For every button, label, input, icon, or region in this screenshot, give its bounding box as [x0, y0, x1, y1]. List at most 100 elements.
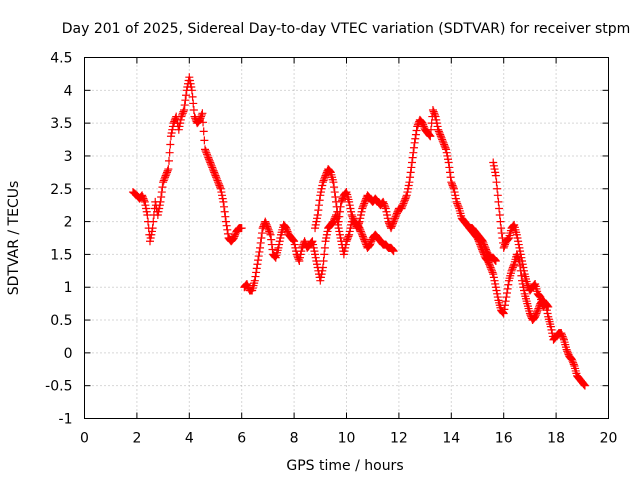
- data-point: [533, 307, 542, 316]
- data-point: [491, 171, 500, 180]
- data-point: [318, 266, 327, 275]
- data-point: [516, 261, 525, 270]
- data-point: [313, 211, 322, 220]
- data-point: [204, 153, 213, 162]
- data-point: [366, 240, 375, 249]
- y-tick-label: 2.5: [50, 182, 72, 198]
- data-point: [557, 330, 566, 339]
- data-point: [364, 242, 373, 251]
- data-point: [216, 183, 225, 192]
- data-point: [533, 306, 542, 315]
- x-tick-label: 12: [390, 431, 408, 447]
- data-point: [223, 225, 232, 234]
- data-point: [261, 219, 270, 228]
- data-point: [311, 250, 320, 259]
- data-point: [358, 202, 367, 211]
- data-point: [346, 204, 355, 213]
- data-point: [317, 270, 326, 279]
- data-point: [547, 325, 556, 334]
- data-point: [410, 138, 419, 147]
- data-point: [313, 214, 322, 223]
- series-track-b: [240, 211, 398, 295]
- data-point: [309, 240, 318, 249]
- data-point: [503, 284, 512, 293]
- x-tick-label: 8: [290, 431, 299, 447]
- data-point: [316, 273, 325, 282]
- data-point: [392, 211, 401, 220]
- data-point: [389, 217, 398, 226]
- data-point: [178, 109, 187, 118]
- data-point: [177, 112, 186, 121]
- data-point: [343, 235, 352, 244]
- data-point: [297, 247, 306, 256]
- data-point: [487, 265, 496, 274]
- data-point: [476, 242, 485, 251]
- data-point: [171, 114, 180, 123]
- data-point: [360, 235, 369, 244]
- data-point: [163, 168, 172, 177]
- data-point: [515, 256, 524, 265]
- x-tick-label: 0: [80, 431, 89, 447]
- data-point: [322, 234, 331, 242]
- data-point: [418, 119, 427, 128]
- data-point: [491, 279, 500, 288]
- data-point: [313, 260, 322, 269]
- data-point: [332, 211, 341, 220]
- data-point: [430, 109, 439, 118]
- data-point: [514, 240, 523, 249]
- data-point: [426, 125, 435, 134]
- data-point: [320, 174, 329, 183]
- data-point: [477, 243, 486, 252]
- data-point: [320, 250, 329, 259]
- data-point: [426, 132, 435, 141]
- data-point: [568, 357, 577, 366]
- data-point: [502, 293, 511, 302]
- data-point: [318, 181, 327, 190]
- data-point: [164, 156, 173, 165]
- data-point: [453, 199, 462, 208]
- data-point: [474, 235, 483, 244]
- data-point: [390, 215, 399, 224]
- data-point: [507, 266, 516, 275]
- data-point: [334, 217, 343, 226]
- data-point: [402, 191, 411, 200]
- data-point: [434, 127, 443, 136]
- data-point: [254, 252, 263, 261]
- data-point: [188, 92, 197, 101]
- data-point: [440, 142, 449, 151]
- data-point: [434, 125, 443, 134]
- data-point: [579, 380, 588, 389]
- data-point: [514, 253, 523, 262]
- data-point: [517, 271, 526, 280]
- data-point: [402, 192, 411, 201]
- data-point: [357, 207, 366, 216]
- data-point: [438, 137, 447, 146]
- data-point: [345, 197, 354, 206]
- data-point: [494, 197, 503, 206]
- data-point: [276, 234, 285, 242]
- data-point: [358, 204, 367, 213]
- data-point: [353, 222, 362, 231]
- data-point: [311, 224, 320, 233]
- y-tick-label: -1: [59, 412, 73, 428]
- data-point: [155, 204, 164, 213]
- data-point: [316, 191, 325, 200]
- data-point: [352, 224, 361, 233]
- data-point: [398, 201, 407, 210]
- data-point: [360, 197, 369, 206]
- data-point: [214, 179, 223, 188]
- data-point: [389, 219, 398, 228]
- data-point: [310, 247, 319, 256]
- x-tick-label: 6: [237, 431, 246, 447]
- data-point: [330, 188, 339, 197]
- data-point: [201, 145, 210, 154]
- data-point: [437, 133, 446, 142]
- data-point: [389, 246, 398, 255]
- data-point: [199, 118, 208, 127]
- data-point: [562, 345, 571, 354]
- data-point: [453, 201, 462, 210]
- data-point: [535, 291, 544, 300]
- data-point: [205, 156, 214, 165]
- data-point: [408, 158, 416, 167]
- data-point: [212, 174, 221, 183]
